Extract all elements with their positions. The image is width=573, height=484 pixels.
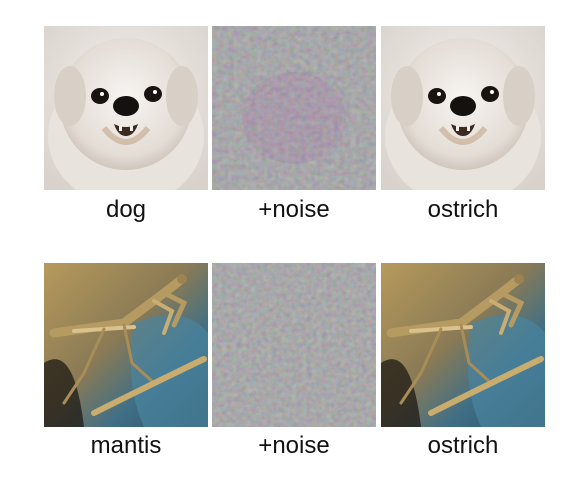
dog-image — [44, 26, 208, 190]
dog-photo-icon — [44, 26, 208, 190]
noise-image — [212, 26, 376, 190]
mantis-photo-icon — [44, 263, 208, 427]
label-noise-1: +noise — [212, 196, 376, 224]
dog-photo-icon — [381, 26, 545, 190]
dog-adversarial-image — [381, 26, 545, 190]
label-adversarial-2: ostrich — [381, 432, 545, 460]
noise-image — [212, 263, 376, 427]
noise-pattern-icon — [212, 26, 376, 190]
mantis-image — [44, 263, 208, 427]
label-noise-2: +noise — [212, 432, 376, 460]
mantis-photo-icon — [381, 263, 545, 427]
noise-pattern-icon — [212, 263, 376, 427]
mantis-adversarial-image — [381, 263, 545, 427]
label-original-2: mantis — [44, 432, 208, 460]
label-original-1: dog — [44, 196, 208, 224]
label-adversarial-1: ostrich — [381, 196, 545, 224]
